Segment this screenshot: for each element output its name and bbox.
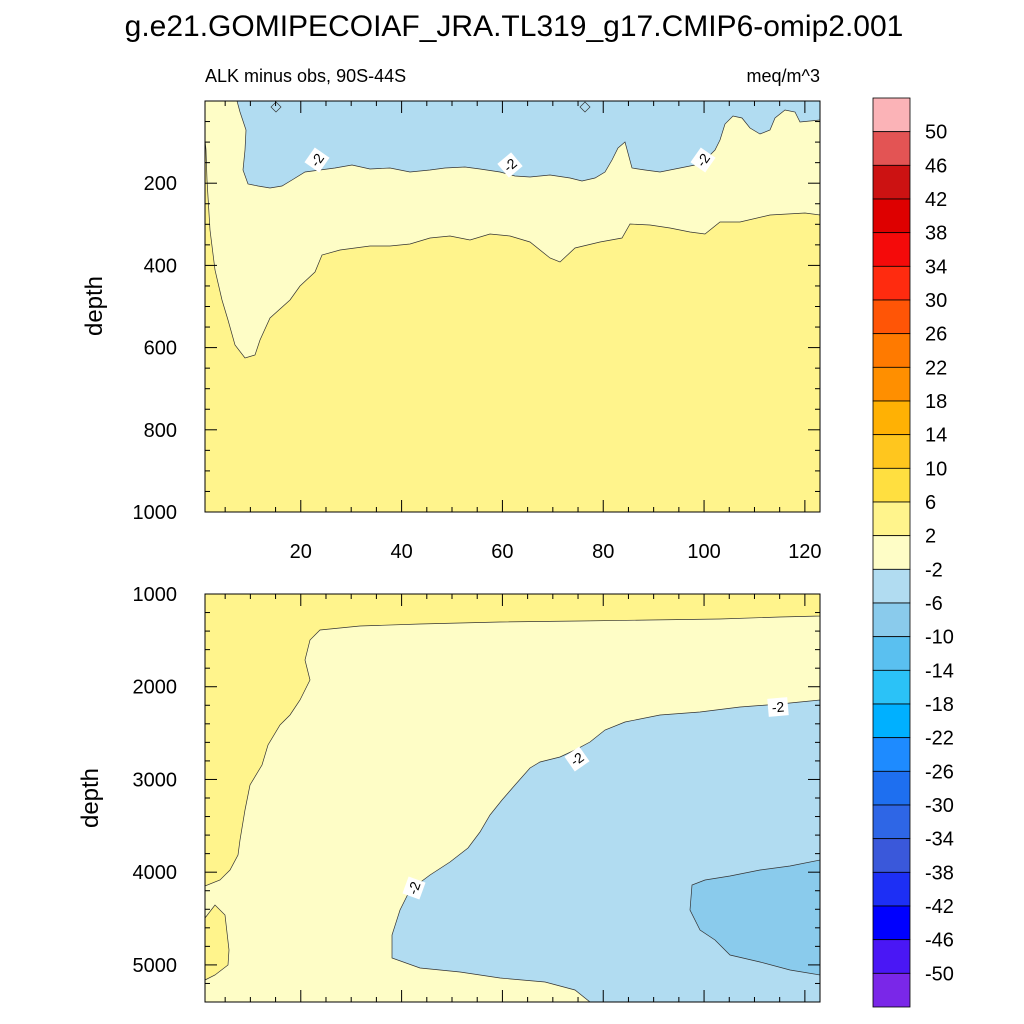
colorbar-swatch	[872, 265, 911, 301]
contour-label: -2	[404, 879, 423, 896]
colorbar-label: -42	[925, 896, 954, 918]
colorbar-label: 10	[925, 458, 947, 480]
colorbar-label: -46	[925, 930, 954, 952]
colorbar-label: 26	[925, 324, 947, 346]
upper-y-axis-label: depth	[81, 276, 108, 336]
colorbar-swatch	[872, 770, 911, 806]
colorbar-swatch	[872, 602, 911, 638]
lower-contour-fills	[204, 593, 821, 1003]
fill-band-minus6-minus2	[236, 100, 821, 189]
x-tick-label: 60	[491, 541, 513, 563]
colorbar-label: 50	[925, 122, 947, 144]
colorbar-swatch	[872, 972, 911, 1008]
y-tick-label: 200	[144, 173, 177, 195]
y-tick-label: 600	[144, 338, 177, 360]
colorbar-swatch	[872, 333, 911, 368]
y-tick-label: 3000	[133, 769, 178, 791]
x-tick-label: 80	[592, 541, 614, 563]
colorbar-swatch	[872, 366, 911, 402]
colorbar-swatch	[872, 568, 911, 604]
colorbar-swatch	[872, 636, 911, 671]
colorbar-swatch	[872, 871, 911, 907]
fill-band-2-6-bottom	[204, 904, 230, 981]
colorbar-swatch	[872, 804, 911, 840]
colorbar-swatch	[872, 164, 911, 200]
upper-subtitle-left: ALK minus obs, 90S-44S	[205, 66, 406, 86]
colorbar-label: -34	[925, 829, 954, 851]
colorbar-swatch	[872, 535, 911, 570]
y-tick-label: 400	[144, 255, 177, 277]
y-tick-label: 4000	[133, 862, 178, 884]
colorbar-label: -18	[925, 694, 954, 716]
colorbar-swatch	[872, 400, 911, 436]
y-tick-label: 5000	[133, 955, 178, 977]
x-tick-label: 20	[290, 541, 312, 563]
colorbar-label: -2	[925, 559, 943, 581]
fill-band-minus10-minus6	[689, 859, 821, 976]
colorbar-swatch	[872, 905, 911, 941]
y-tick-label: 1000	[133, 584, 178, 606]
colorbar-swatch	[872, 97, 911, 133]
colorbar-swatch	[872, 939, 911, 974]
colorbar-label: -26	[925, 761, 954, 783]
upper-axis-labels: 200 400 600 800 1000 20 40 60 80 100 120	[133, 173, 822, 563]
x-tick-label: 120	[788, 541, 821, 563]
colorbar-swatch	[872, 467, 911, 503]
colorbar-label: -38	[925, 862, 954, 884]
upper-contour-fills	[204, 100, 821, 512]
colorbar-label: 46	[925, 155, 947, 177]
lower-panel: -2 -2 -2 1000 2000 3000 4000 5000 depth	[77, 584, 821, 1003]
colorbar-swatch	[872, 838, 911, 873]
colorbar-label: -6	[925, 593, 943, 615]
colorbar-swatch	[872, 669, 911, 705]
lower-ticks	[205, 593, 820, 1002]
colorbar-swatch	[872, 299, 911, 335]
colorbar-swatch	[872, 434, 911, 469]
y-tick-label: 2000	[133, 677, 178, 699]
colorbar-label: -50	[925, 963, 954, 985]
x-tick-label: 100	[687, 541, 720, 563]
lower-contour-labels: -2 -2 -2	[402, 697, 789, 900]
small-marker-1	[270, 101, 282, 113]
colorbar-label: -10	[925, 627, 954, 649]
upper-ticks	[205, 101, 820, 513]
colorbar-label: 22	[925, 357, 947, 379]
colorbar-swatch	[872, 501, 911, 537]
colorbar-label: 34	[925, 256, 947, 278]
colorbar-label: 18	[925, 391, 947, 413]
y-tick-label: 800	[144, 420, 177, 442]
upper-subtitle-right: meq/m^3	[747, 66, 820, 86]
x-tick-label: 40	[390, 541, 412, 563]
colorbar-swatch	[872, 131, 911, 166]
colorbar-label: -30	[925, 795, 954, 817]
colorbar-swatch	[872, 737, 911, 772]
y-tick-label: 1000	[133, 502, 178, 524]
colorbar-label: 14	[925, 425, 947, 447]
contour-label: -2	[771, 698, 785, 715]
lower-y-axis-label: depth	[77, 768, 104, 828]
colorbar-swatch	[872, 198, 911, 234]
lower-axis-labels: 1000 2000 3000 4000 5000	[133, 584, 178, 977]
small-marker-2	[579, 101, 591, 113]
colorbar-label: 30	[925, 290, 947, 312]
colorbar: 50 46 42 38 34 30 26 22 18 14 10 6 2 -2 -6 -10 -14 -18 -22…	[872, 97, 954, 1008]
colorbar-swatch	[872, 232, 911, 267]
colorbar-label: 6	[925, 492, 936, 514]
colorbar-label: 2	[925, 526, 936, 548]
colorbar-label: 38	[925, 223, 947, 245]
colorbar-label: -14	[925, 660, 954, 682]
colorbar-label: -22	[925, 728, 954, 750]
upper-contour-labels: -2 -2 -2	[304, 147, 716, 178]
colorbar-swatch	[872, 703, 911, 739]
chart-title: g.e21.GOMIPECOIAF_JRA.TL319_g17.CMIP6-om…	[125, 10, 904, 43]
upper-panel: ALK minus obs, 90S-44S meq/m^3 -2 -2 -2	[81, 66, 822, 563]
colorbar-label: 42	[925, 189, 947, 211]
fill-band-2-6	[204, 593, 821, 887]
